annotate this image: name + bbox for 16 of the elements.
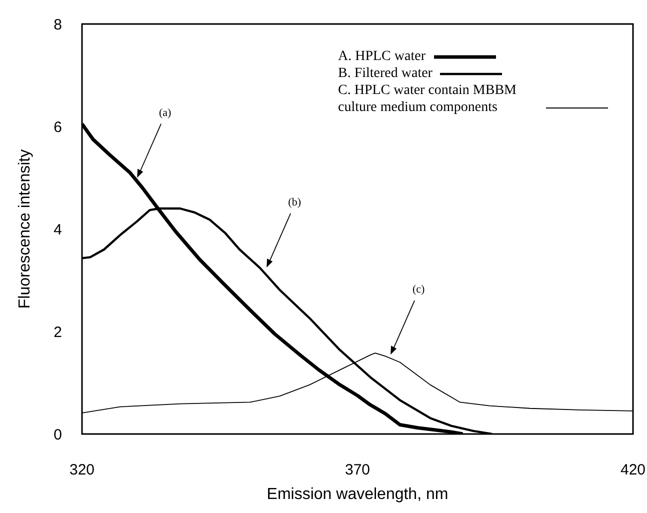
- annotation: (b): [288, 196, 302, 208]
- y-tick-label: 2: [54, 324, 62, 341]
- legend-label: C. HPLC water contain MBBM culture medium components: [338, 82, 518, 116]
- x-axis-title: Emission wavelength, nm: [266, 486, 448, 503]
- y-tick-label: 4: [54, 221, 62, 238]
- y-tick-label: 6: [54, 118, 62, 136]
- y-tick-label: 0: [54, 426, 62, 444]
- x-tick-label: 370: [344, 462, 370, 479]
- annotation: (a): [158, 106, 172, 119]
- legend-label: B. Filtered water: [338, 65, 432, 82]
- y-tick-label: 8: [54, 16, 62, 34]
- x-tick-label: 320: [69, 462, 95, 479]
- x-tick-label: 420: [620, 462, 646, 479]
- legend-label: A. HPLC water: [338, 48, 426, 65]
- annotation: (c): [412, 284, 425, 296]
- y-axis-title: Fluorescence intensity: [16, 149, 34, 309]
